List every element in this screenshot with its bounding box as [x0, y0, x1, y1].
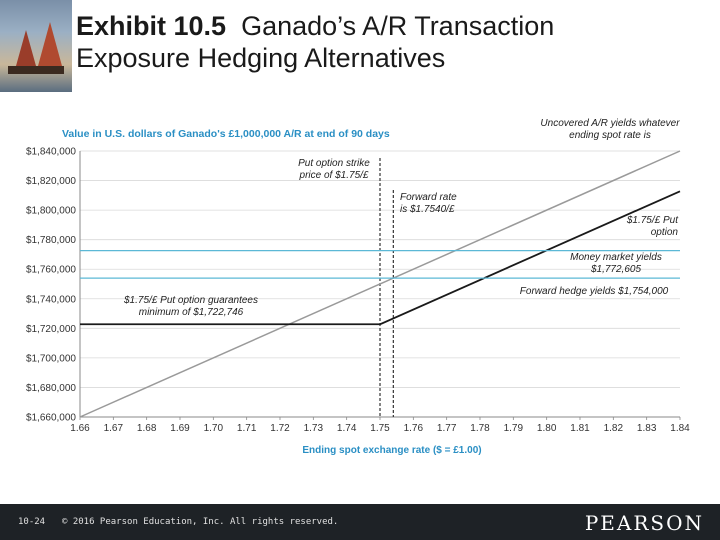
x-tick-label: 1.71 — [237, 423, 257, 434]
header-photo — [0, 0, 72, 92]
annotation-line: Money market yields — [570, 252, 662, 263]
annotation-line: $1.75/£ Put option guarantees — [123, 295, 258, 306]
x-tick-label: 1.83 — [637, 423, 657, 434]
chart-title: Value in U.S. dollars of Ganado's £1,000… — [62, 128, 390, 140]
title-line1-text: Ganado’s A/R Transaction — [241, 11, 555, 41]
x-tick-label: 1.78 — [470, 423, 490, 434]
y-tick-label: $1,780,000 — [26, 235, 76, 246]
annotation-line: Forward rate — [400, 192, 457, 203]
slide-title-line2: Exposure Hedging Alternatives — [76, 43, 446, 73]
y-tick-label: $1,720,000 — [26, 324, 76, 335]
annotation-uncovered: Uncovered A/R yields whatever ending spot… — [540, 118, 680, 141]
junk-sail-left — [16, 30, 36, 66]
x-tick-label: 1.66 — [70, 423, 90, 434]
chart-annotations: Uncovered A/R yields whatever ending spot… — [123, 118, 680, 318]
x-tick-label: 1.67 — [104, 423, 124, 434]
y-tick-label: $1,840,000 — [26, 147, 76, 158]
x-tick-label: 1.76 — [404, 423, 424, 434]
junk-hull — [8, 66, 64, 74]
y-axis-ticks: $1,660,000 $1,680,000 $1,700,000 $1,720,000… — [26, 147, 76, 424]
junk-sail-right — [38, 22, 62, 66]
annotation-line: is $1.7540/£ — [400, 204, 455, 215]
y-tick-label: $1,660,000 — [26, 413, 76, 424]
x-tick-label: 1.74 — [337, 423, 357, 434]
vertical-reference-lines — [379, 158, 394, 417]
slide-title: Exhibit 10.5 Ganado’s A/R Transaction Ex… — [76, 10, 554, 74]
x-tick-label: 1.68 — [137, 423, 157, 434]
x-tick-label: 1.70 — [204, 423, 224, 434]
x-axis-label: Ending spot exchange rate ($ = £1.00) — [302, 445, 481, 456]
x-tick-label: 1.79 — [504, 423, 524, 434]
hedging-chart: $1,660,000 $1,680,000 $1,700,000 $1,720,000… — [26, 118, 690, 456]
annotation-line: Put option strike — [298, 158, 370, 169]
slide-title-line1: Exhibit 10.5 Ganado’s A/R Transaction — [76, 10, 554, 42]
annotation-line: ending spot rate is — [569, 130, 651, 141]
annotation-money-market: Money market yields $1,772,605 — [570, 252, 662, 275]
y-tick-label: $1,760,000 — [26, 265, 76, 276]
put-option-line — [80, 190, 681, 326]
annotation-line: Uncovered A/R yields whatever — [540, 118, 680, 129]
chart-series — [79, 150, 681, 418]
annotation-line: $1.75/£ Put — [626, 215, 679, 226]
annotation-line: price of $1.75/£ — [299, 170, 369, 181]
x-axis-ticks: 1.66 1.67 1.68 1.69 1.70 1.71 1.72 1.73 1.74 1.75… — [70, 417, 690, 434]
pearson-logo: PEARSON — [584, 511, 704, 535]
footer-bar: 10-24 © 2016 Pearson Education, Inc. All… — [0, 504, 720, 540]
annotation-line: minimum of $1,722,746 — [139, 307, 244, 318]
x-tick-label: 1.80 — [537, 423, 557, 434]
exhibit-number: Exhibit 10.5 — [76, 11, 227, 41]
x-tick-label: 1.69 — [170, 423, 190, 434]
unhedged-line — [79, 150, 681, 418]
y-tick-label: $1,740,000 — [26, 294, 76, 305]
x-tick-label: 1.82 — [604, 423, 624, 434]
y-tick-label: $1,700,000 — [26, 353, 76, 364]
annotation-put-option: $1.75/£ Put option — [626, 215, 679, 238]
x-tick-label: 1.84 — [670, 423, 690, 434]
x-tick-label: 1.75 — [370, 423, 390, 434]
copyright-text: © 2016 Pearson Education, Inc. All right… — [62, 517, 339, 527]
y-tick-label: $1,800,000 — [26, 206, 76, 217]
annotation-strike-price: Put option strike price of $1.75/£ — [298, 158, 370, 181]
annotation-forward-hedge: Forward hedge yields $1,754,000 — [520, 286, 669, 297]
annotation-line: Forward hedge yields $1,754,000 — [520, 286, 669, 297]
annotation-line: option — [651, 227, 679, 238]
x-tick-label: 1.81 — [570, 423, 590, 434]
annotation-line: $1,772,605 — [590, 264, 641, 275]
x-tick-label: 1.73 — [304, 423, 324, 434]
annotation-forward-rate: Forward rate is $1.7540/£ — [400, 192, 457, 215]
y-tick-label: $1,680,000 — [26, 383, 76, 394]
y-tick-label: $1,820,000 — [26, 176, 76, 187]
annotation-put-minimum: $1.75/£ Put option guarantees minimum of … — [123, 295, 258, 318]
page-number: 10-24 — [18, 517, 46, 527]
x-tick-label: 1.72 — [270, 423, 290, 434]
x-tick-label: 1.77 — [437, 423, 457, 434]
